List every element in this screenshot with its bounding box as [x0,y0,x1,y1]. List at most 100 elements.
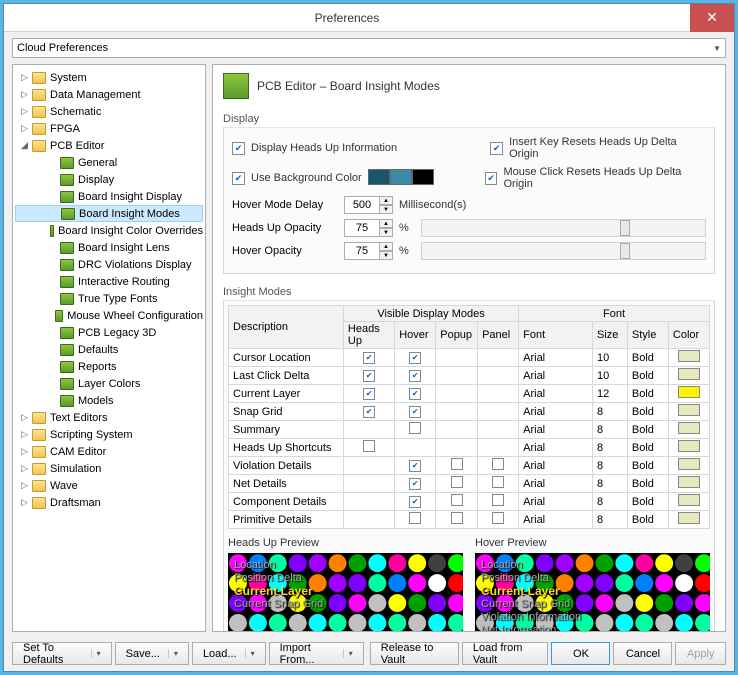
spin-down[interactable]: ▼ [379,205,393,214]
table-checkbox[interactable] [492,494,504,506]
table-checkbox[interactable]: ✔ [409,478,421,490]
tree-item[interactable]: ▷Wave [15,477,203,494]
color-swatch[interactable] [678,458,700,470]
tree-toggle-icon: ▷ [19,123,30,134]
close-button[interactable]: ✕ [690,4,734,32]
tree-item[interactable]: ▷System [15,69,203,86]
spin-up[interactable]: ▲ [379,219,393,228]
apply-button[interactable]: Apply [675,642,726,665]
tree-item[interactable]: ▷ FPGA [15,120,203,137]
hover-delay-input[interactable] [344,196,380,214]
bg-color-swatch[interactable] [368,169,390,185]
table-checkbox[interactable]: ✔ [363,352,375,364]
table-checkbox[interactable] [363,440,375,452]
color-swatch[interactable] [678,422,700,434]
table-checkbox[interactable] [492,476,504,488]
col-panel: Panel [478,322,519,349]
table-checkbox[interactable]: ✔ [409,370,421,382]
color-swatch[interactable] [678,476,700,488]
tree-item[interactable]: Display [15,171,203,188]
hu-opacity-input[interactable] [344,219,380,237]
color-swatch[interactable] [678,494,700,506]
tree-item[interactable]: ▷Scripting System [15,426,203,443]
set-defaults-button[interactable]: Set To Defaults [12,642,112,665]
hv-opacity-input[interactable] [344,242,380,260]
use-bg-color-checkbox[interactable]: ✔ [232,172,245,185]
hu-opacity-slider[interactable] [421,219,706,237]
table-checkbox[interactable]: ✔ [363,388,375,400]
spin-up[interactable]: ▲ [379,196,393,205]
tree-item[interactable]: Models [15,392,203,409]
table-checkbox[interactable]: ✔ [363,406,375,418]
load-button[interactable]: Load... [192,642,266,665]
table-checkbox[interactable] [451,458,463,470]
col-color: Color [668,322,709,349]
tree-item[interactable]: ▷Data Management [15,86,203,103]
save-button[interactable]: Save... [115,642,189,665]
color-swatch[interactable] [678,368,700,380]
load-vault-button[interactable]: Load from Vault [462,642,549,665]
table-checkbox[interactable] [492,512,504,524]
cell-style: Bold [627,439,668,457]
tree-item[interactable]: ▷Text Editors [15,409,203,426]
mouse-click-checkbox[interactable]: ✔ [485,172,498,185]
table-checkbox[interactable] [492,458,504,470]
table-checkbox[interactable]: ✔ [409,352,421,364]
table-checkbox[interactable]: ✔ [409,388,421,400]
hu-opacity-label: Heads Up Opacity [232,222,344,234]
tree-item[interactable]: Board Insight Lens [15,239,203,256]
table-checkbox[interactable] [451,494,463,506]
color-swatch[interactable] [678,440,700,452]
tree-item[interactable]: Board Insight Modes [15,205,203,222]
cell-style: Bold [627,493,668,511]
cell-desc: Snap Grid [229,403,344,421]
spin-up[interactable]: ▲ [379,242,393,251]
tree-item[interactable]: Defaults [15,341,203,358]
table-checkbox[interactable] [451,512,463,524]
color-swatch[interactable] [678,386,700,398]
table-checkbox[interactable]: ✔ [409,460,421,472]
tree-item[interactable]: ▷Schematic [15,103,203,120]
table-checkbox[interactable] [409,422,421,434]
hv-opacity-label: Hover Opacity [232,245,344,257]
display-headsup-checkbox[interactable]: ✔ [232,142,245,155]
table-checkbox[interactable]: ✔ [363,370,375,382]
headsup-preview-title: Heads Up Preview [228,537,463,549]
tree-item[interactable]: Layer Colors [15,375,203,392]
import-button[interactable]: Import From... [269,642,364,665]
table-checkbox[interactable] [451,476,463,488]
tree-item[interactable]: General [15,154,203,171]
cancel-button[interactable]: Cancel [613,642,672,665]
tree-item[interactable]: Board Insight Color Overrides [15,222,203,239]
tree-label: Defaults [78,344,118,356]
cell-size: 8 [592,475,627,493]
release-vault-button[interactable]: Release to Vault [370,642,459,665]
insert-key-checkbox[interactable]: ✔ [490,142,503,155]
tree-item[interactable]: Interactive Routing [15,273,203,290]
tree-item[interactable]: ▷Draftsman [15,494,203,511]
tree-label: FPGA [50,123,80,135]
color-swatch[interactable] [678,404,700,416]
table-checkbox[interactable]: ✔ [409,496,421,508]
tree-item[interactable]: Mouse Wheel Configuration [15,307,203,324]
ok-button[interactable]: OK [551,642,610,665]
spin-down[interactable]: ▼ [379,251,393,260]
tree-item[interactable]: True Type Fonts [15,290,203,307]
color-swatch[interactable] [678,350,700,362]
tree-item[interactable]: PCB Legacy 3D [15,324,203,341]
color-swatch[interactable] [678,512,700,524]
tree-item[interactable]: Reports [15,358,203,375]
cloud-prefs-dropdown[interactable]: Cloud Preferences ▼ [12,38,726,58]
tree-item[interactable]: ▷Simulation [15,460,203,477]
table-checkbox[interactable] [409,512,421,524]
bg-color-swatch[interactable] [412,169,434,185]
tree-item[interactable]: Board Insight Display [15,188,203,205]
tree-item[interactable]: DRC Violations Display [15,256,203,273]
table-checkbox[interactable]: ✔ [409,406,421,418]
hv-opacity-slider[interactable] [421,242,706,260]
bg-color-swatch[interactable] [390,169,412,185]
spin-down[interactable]: ▼ [379,228,393,237]
tree-item[interactable]: ◢PCB Editor [15,137,203,154]
tree-item[interactable]: ▷CAM Editor [15,443,203,460]
use-bg-color-label: Use Background Color [251,172,362,184]
